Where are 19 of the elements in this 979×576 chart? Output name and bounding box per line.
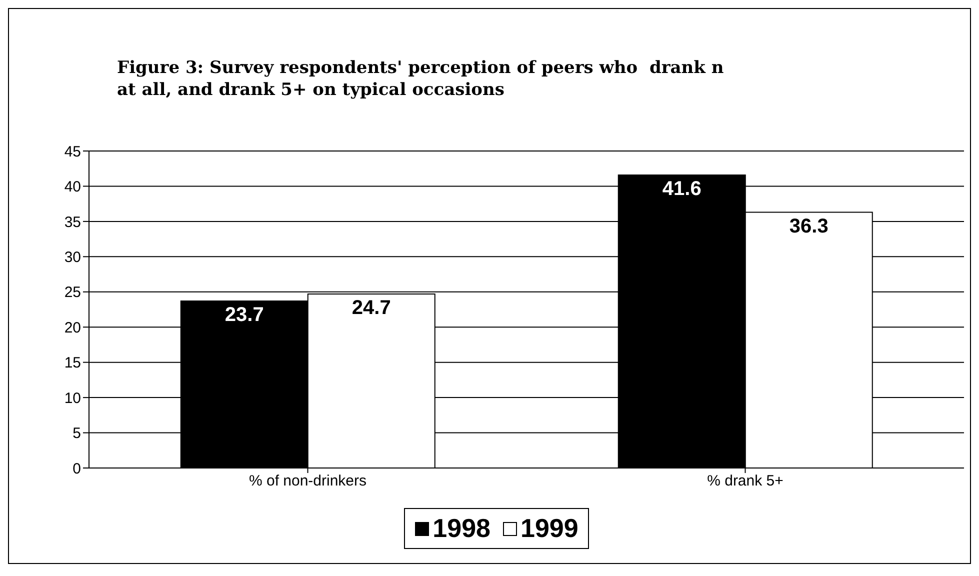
y-tick-label: 15 — [64, 354, 81, 372]
x-tick-label: % of non-drinkers — [248, 472, 367, 490]
y-tick-label: 25 — [64, 284, 81, 302]
y-tick-label: 40 — [64, 178, 81, 196]
y-tick-label: 45 — [64, 143, 81, 160]
y-tick-label: 35 — [64, 214, 81, 231]
data-label: 23.7 — [224, 304, 264, 326]
y-tick-label: 10 — [64, 390, 81, 407]
data-label: 24.7 — [352, 297, 391, 319]
y-tick-label: 5 — [72, 425, 81, 442]
data-label: 36.3 — [789, 215, 828, 238]
legend-label: 1999 — [520, 513, 578, 544]
legend-label: 1998 — [432, 513, 490, 544]
y-tick-label: 0 — [72, 460, 81, 478]
x-tick-label: % drank 5+ — [707, 472, 784, 490]
y-tick-label: 20 — [64, 319, 81, 336]
data-label: 41.6 — [662, 178, 702, 200]
y-tick-label: 30 — [64, 248, 81, 266]
chart-title: Figure 3: Survey respondents' perception of peers who drank n at all, and drank 5+ on typical occasions — [117, 57, 725, 101]
